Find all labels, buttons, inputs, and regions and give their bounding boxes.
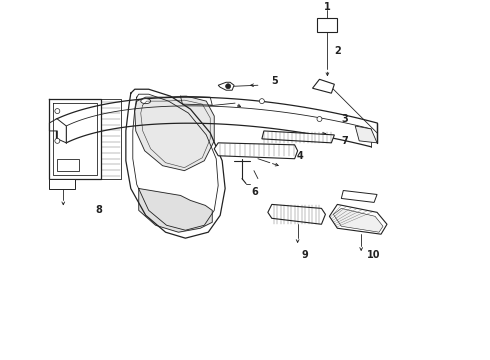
Polygon shape — [268, 204, 325, 224]
Polygon shape — [313, 79, 334, 93]
Polygon shape — [262, 131, 334, 143]
Circle shape — [259, 99, 265, 104]
Polygon shape — [355, 126, 377, 143]
Polygon shape — [333, 208, 383, 232]
Circle shape — [55, 109, 60, 113]
Polygon shape — [214, 143, 297, 159]
Text: 7: 7 — [341, 136, 348, 146]
Circle shape — [317, 117, 322, 121]
Text: 9: 9 — [301, 250, 308, 260]
Text: 2: 2 — [334, 46, 341, 57]
Polygon shape — [139, 189, 212, 232]
Text: 6: 6 — [251, 188, 258, 198]
Polygon shape — [342, 190, 377, 202]
Circle shape — [55, 138, 60, 143]
Polygon shape — [49, 179, 75, 189]
Polygon shape — [49, 119, 66, 143]
FancyBboxPatch shape — [318, 18, 337, 32]
Text: 8: 8 — [96, 205, 102, 215]
Text: 10: 10 — [368, 250, 381, 260]
Text: 1: 1 — [324, 2, 331, 12]
Polygon shape — [218, 82, 234, 90]
Text: 5: 5 — [271, 76, 278, 86]
Polygon shape — [329, 204, 387, 234]
FancyBboxPatch shape — [57, 159, 79, 171]
Polygon shape — [135, 96, 214, 171]
Ellipse shape — [141, 99, 150, 104]
Text: 4: 4 — [296, 151, 303, 161]
Text: 3: 3 — [341, 114, 348, 124]
Circle shape — [225, 84, 231, 89]
